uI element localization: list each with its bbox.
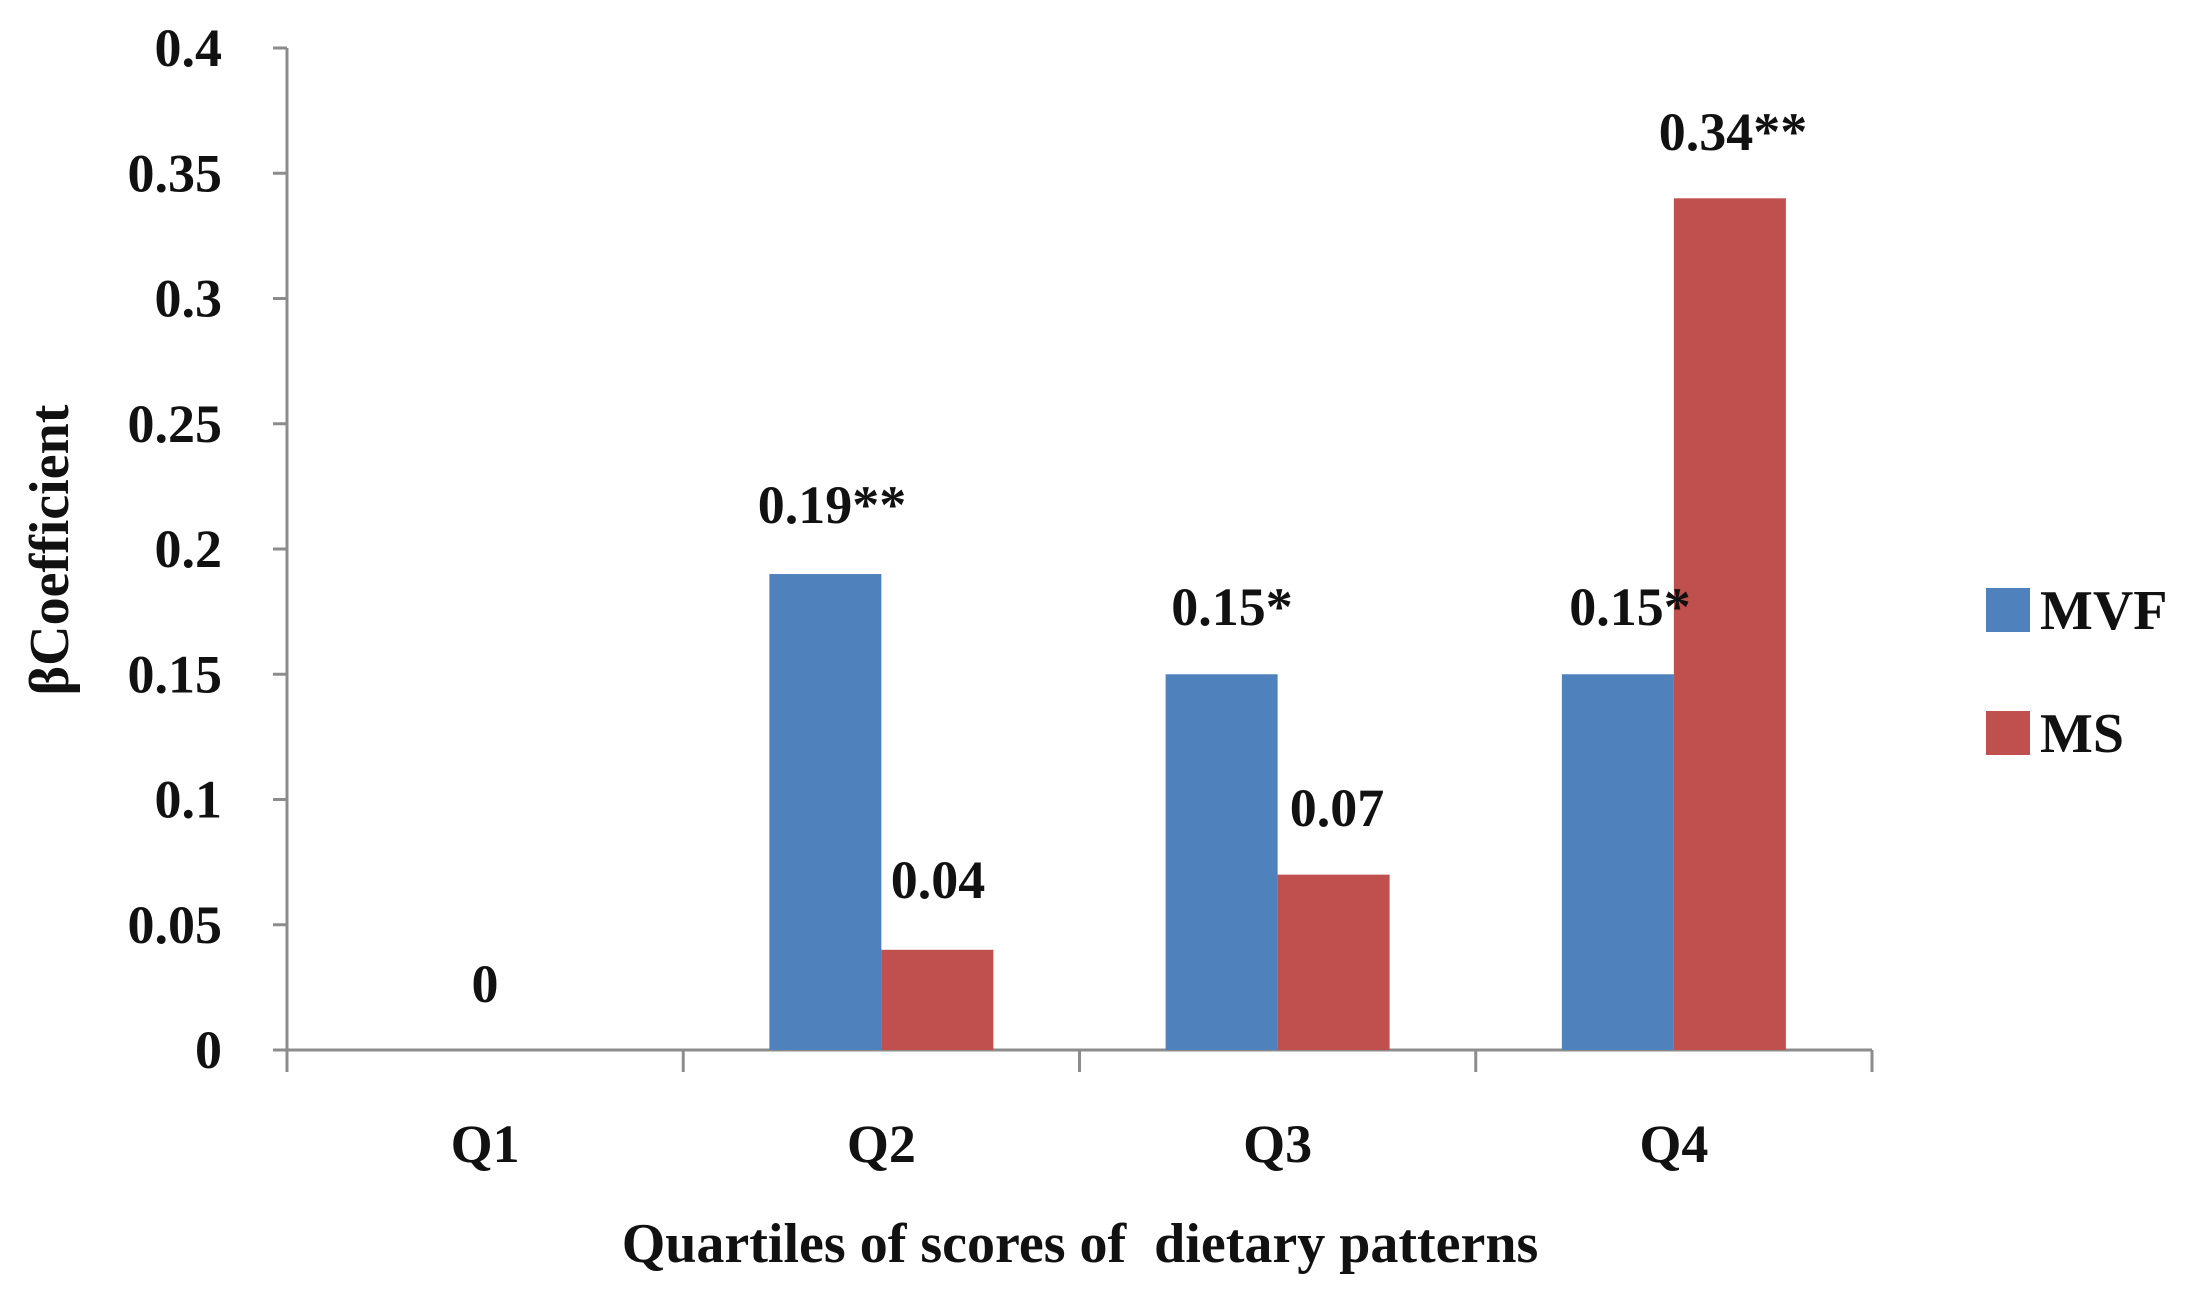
data-label-ms-q4: 0.34**	[1659, 102, 1808, 162]
y-tick-label: 0.35	[128, 143, 223, 203]
legend: MVF MS	[1986, 580, 2168, 765]
legend-swatch-ms	[1986, 711, 2030, 755]
x-tick-label: Q2	[847, 1114, 916, 1174]
bar-ms-q2	[881, 949, 994, 1050]
tick-labels: 0 0.05 0.1 0.15 0.2 0.25 0.3 0.35 0.4 Q1 Q2 Q3 Q4	[128, 18, 1709, 1174]
legend-label-mvf: MVF	[2040, 580, 2168, 642]
data-label-mvf-q4: 0.15*	[1569, 577, 1691, 637]
bars	[769, 198, 1786, 1051]
y-tick-label: 0.2	[155, 519, 223, 579]
y-tick-label: 0.15	[128, 644, 223, 704]
y-tick-label: 0.25	[128, 394, 223, 454]
legend-label-ms: MS	[2040, 703, 2124, 765]
data-labels: 0 0.19** 0.15* 0.15* 0.04 0.07 0.34**	[472, 102, 1808, 1014]
x-tick-label: Q3	[1243, 1114, 1312, 1174]
y-tick-label: 0.05	[128, 895, 223, 955]
y-tick-label: 0.4	[155, 18, 223, 78]
bar-mvf-q2	[769, 574, 882, 1050]
bar-ms-q3	[1277, 874, 1390, 1050]
bar-mvf-q4	[1561, 674, 1674, 1050]
y-axis-title: βCoefficient	[19, 404, 81, 695]
data-label-ms-q3: 0.07	[1290, 778, 1385, 838]
x-tick-label: Q4	[1639, 1114, 1708, 1174]
data-label-mvf-q1: 0	[472, 954, 499, 1014]
data-label-mvf-q3: 0.15*	[1171, 577, 1293, 637]
bar-mvf-q3	[1165, 674, 1278, 1050]
data-label-ms-q2: 0.04	[891, 850, 986, 910]
x-tick-label: Q1	[451, 1114, 520, 1174]
bar-ms-q4	[1673, 198, 1786, 1051]
x-axis-title: Quartiles of scores of dietary patterns	[622, 1213, 1539, 1275]
legend-swatch-mvf	[1986, 588, 2030, 632]
y-tick-label: 0.3	[155, 269, 223, 329]
y-tick-label: 0	[195, 1020, 222, 1080]
y-tick-label: 0.1	[155, 770, 223, 830]
data-label-mvf-q2: 0.19**	[758, 475, 907, 535]
